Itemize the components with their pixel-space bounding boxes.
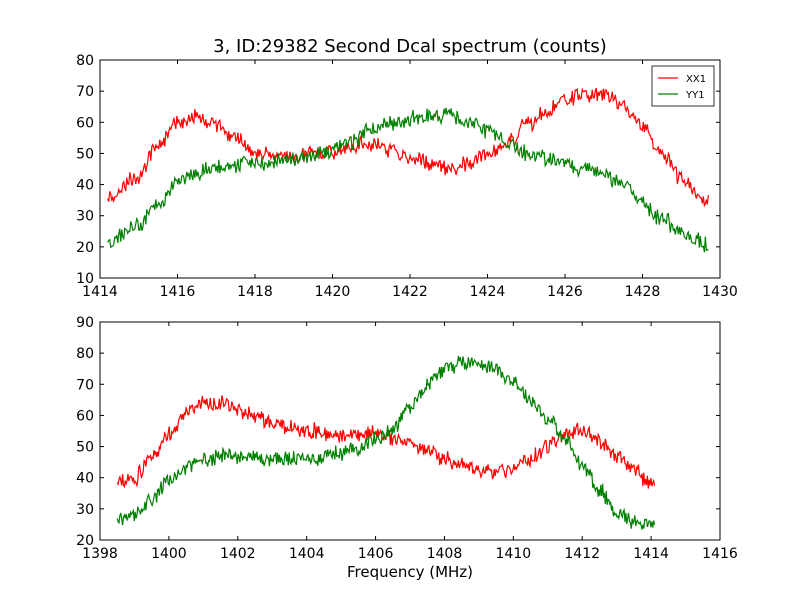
x-tick-label: 1422 [392,284,428,300]
x-tick-label: 1412 [564,546,600,562]
series-line-red [116,395,656,489]
top-spectrum-panel: 1414 1416 1418 1420 1422 1424 1426 1428 1430 10 20… [76,53,738,300]
x-tick-label: 1414 [633,546,669,562]
x-tick-label: 1414 [82,284,118,300]
series-line-xx1 [107,87,709,208]
x-tick-label: 1418 [237,284,273,300]
x-axis-label: Frequency (MHz) [347,563,473,581]
legend-label-yy1: YY1 [685,90,705,101]
y-tick-label: 10 [76,271,94,287]
x-tick-label: 1424 [470,284,506,300]
x-tick-label: 1398 [82,546,118,562]
y-tick-label: 20 [76,240,94,256]
legend-label-xx1: XX1 [686,74,706,85]
x-tick-label: 1428 [625,284,661,300]
x-tick-label: 1410 [496,546,532,562]
y-tick-label: 40 [76,178,94,194]
legend-box [651,65,715,107]
y-tick-label: 20 [76,533,94,549]
x-tick-label: 1420 [315,284,351,300]
y-tick-label: 80 [76,346,94,362]
series-line-yy1 [107,107,709,253]
y-tick-label: 90 [76,315,94,331]
x-tick-label: 1408 [427,546,463,562]
x-tick-label: 1404 [289,546,325,562]
y-tick-label: 80 [76,53,94,69]
series-line-green [116,355,656,530]
y-tick-label: 30 [76,502,94,518]
y-tick-label: 40 [76,471,94,487]
y-tick-label: 50 [76,440,94,456]
x-tick-label: 1402 [220,546,256,562]
bottom-spectrum-panel: 1398 1400 1402 1404 1406 1408 1410 1412 1414 1416… [76,315,738,562]
x-tick-label: 1426 [547,284,583,300]
y-tick-label: 60 [76,115,94,131]
x-tick-label: 1406 [358,546,394,562]
y-tick-label: 70 [76,377,94,393]
y-tick-label: 30 [76,209,94,225]
y-tick-label: 70 [76,84,94,100]
y-tick-label: 50 [76,146,94,162]
x-tick-label: 1416 [702,546,738,562]
x-tick-label: 1400 [151,546,187,562]
x-tick-label: 1430 [702,284,738,300]
figure-title: 3, ID:29382 Second Dcal spectrum (counts… [213,36,607,57]
plot-frame [99,321,721,541]
y-tick-label: 60 [76,408,94,424]
x-tick-label: 1416 [160,284,196,300]
